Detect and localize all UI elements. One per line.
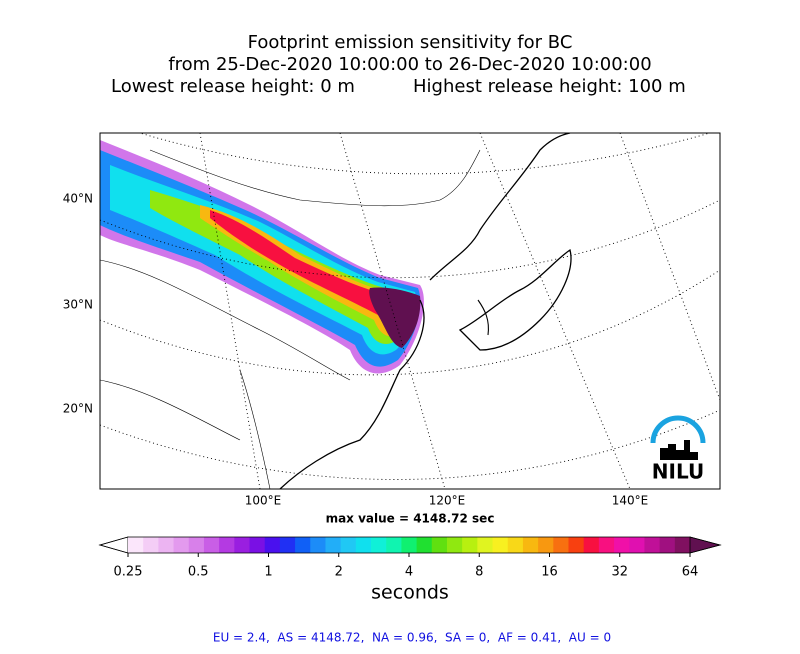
- colorbar-segment: [583, 537, 600, 553]
- lon-label: 140°E: [612, 494, 649, 508]
- logo: NILU: [650, 415, 706, 484]
- colorbar-segment: [522, 537, 539, 553]
- colorbar-segment: [355, 537, 372, 553]
- colorbar-label: seconds: [371, 582, 449, 604]
- title: Footprint emission sensitivity for BC: [248, 32, 573, 53]
- colorbar-segment: [234, 537, 251, 553]
- map: [100, 133, 720, 489]
- logo-text: NILU: [652, 460, 704, 484]
- colorbar-tick-label: 4: [405, 565, 413, 580]
- colorbar-segment: [173, 537, 190, 553]
- colorbar-segment: [446, 537, 463, 553]
- lat-label: 20°N: [63, 402, 93, 416]
- colorbar-segment: [188, 537, 205, 553]
- colorbar-segment: [279, 537, 296, 553]
- colorbar-segment: [674, 537, 691, 553]
- colorbar: 0.25 0.5 1 2 4 8 16 32 64: [98, 536, 722, 580]
- colorbar-segment: [219, 537, 235, 553]
- footer: EU = 2.4, AS = 4148.72, NA = 0.96, SA = …: [213, 631, 611, 645]
- colorbar-segment: [431, 537, 448, 553]
- colorbar-segment: [462, 537, 478, 553]
- colorbar-tick-label: 64: [682, 565, 699, 580]
- colorbar-segment: [477, 537, 494, 553]
- title: from 25-Dec-2020 10:00:00 to 26-Dec-2020…: [168, 54, 651, 75]
- colorbar-segment: [644, 537, 661, 553]
- colorbar-segment: [203, 537, 220, 553]
- map-frame: [99, 132, 721, 490]
- lat-label: 40°N: [63, 192, 93, 206]
- colorbar-extend: [98, 536, 129, 554]
- colorbar-segment: [538, 537, 554, 553]
- colorbar-tick-label: 0.25: [114, 565, 143, 580]
- colorbar-segment: [264, 537, 281, 553]
- max-value: max value = 4148.72 sec: [326, 512, 495, 526]
- colorbar-segment: [553, 537, 569, 553]
- colorbar-segment: [143, 537, 159, 553]
- colorbar-segment: [310, 537, 326, 553]
- colorbar-tick-label: 2: [335, 565, 343, 580]
- colorbar-tick-label: 1: [264, 565, 272, 580]
- colorbar-segment: [629, 537, 645, 553]
- colorbar-segment: [325, 537, 342, 553]
- colorbar-segment: [614, 537, 630, 553]
- colorbar-segment: [128, 537, 144, 553]
- colorbar-segment: [598, 537, 615, 553]
- colorbar-segment: [568, 537, 585, 553]
- colorbar-extend: [689, 536, 722, 554]
- colorbar-segment: [295, 537, 311, 553]
- colorbar-segment: [416, 537, 433, 553]
- colorbar-tick-label: 32: [611, 565, 628, 580]
- lat-label: 30°N: [63, 298, 93, 312]
- lon-label: 100°E: [245, 494, 282, 508]
- colorbar-segment: [249, 537, 266, 553]
- title: Highest release height: 100 m: [413, 76, 686, 97]
- colorbar-segment: [507, 537, 524, 553]
- colorbar-segment: [371, 537, 387, 553]
- colorbar-segment: [401, 537, 418, 553]
- colorbar-segment: [492, 537, 509, 553]
- lon-label: 120°E: [429, 494, 466, 508]
- title: Lowest release height: 0 m: [111, 76, 355, 97]
- colorbar-segment: [386, 537, 402, 553]
- colorbar-segment: [158, 537, 175, 553]
- colorbar-segment: [659, 537, 676, 553]
- colorbar-tick-label: 16: [541, 565, 558, 580]
- colorbar-segment: [340, 537, 357, 553]
- colorbar-tick-label: 8: [475, 565, 483, 580]
- colorbar-tick-label: 0.5: [188, 565, 209, 580]
